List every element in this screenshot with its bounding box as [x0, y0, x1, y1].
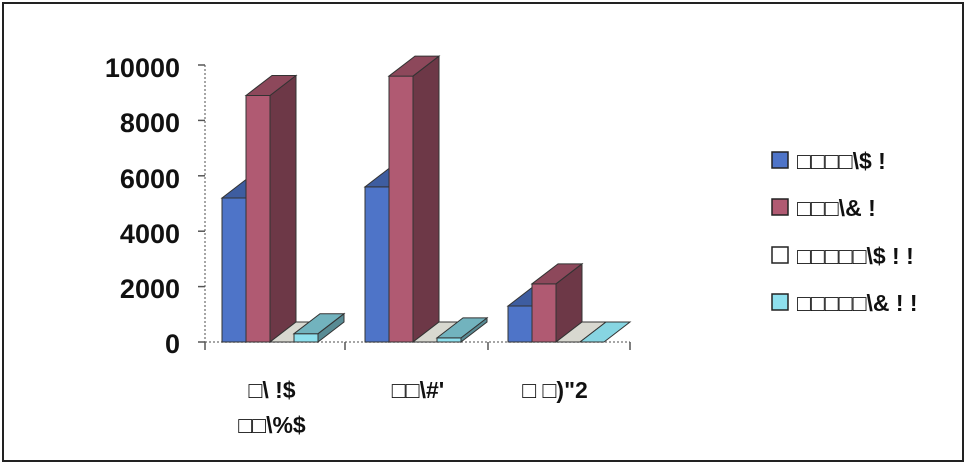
- y-tick-label: 0: [165, 329, 180, 359]
- bar: [292, 312, 346, 344]
- x-axis: □\ !$ □□\%$ □□\#' □ □)"2: [238, 377, 587, 438]
- bar: [530, 262, 584, 344]
- bar: [244, 74, 298, 344]
- x-category-label: □ □)"2: [522, 377, 588, 403]
- y-tick-label: 10000: [105, 53, 180, 83]
- legend-label: □□□□□\& ! !: [797, 290, 918, 316]
- legend-label: □□□□□\$ ! !: [797, 243, 914, 269]
- x-category-label: □□\#': [392, 377, 444, 403]
- legend-swatch: [771, 151, 789, 169]
- y-tick-label: 8000: [120, 108, 180, 138]
- legend-swatch: [771, 246, 789, 264]
- chart-frame: [2, 2, 964, 462]
- legend-swatch: [771, 198, 789, 216]
- y-tick-label: 4000: [120, 219, 180, 249]
- legend-swatch: [771, 293, 789, 311]
- y-tick-label: 2000: [120, 274, 180, 304]
- legend: □□□□\$ ! □□□\& ! □□□□□\$ ! ! □□□□□\& ! !: [771, 148, 918, 316]
- y-axis: 10000 8000 6000 4000 2000 0: [105, 53, 180, 359]
- legend-label: □□□\& !: [797, 195, 876, 221]
- bar: [578, 321, 632, 343]
- legend-label: □□□□\$ !: [797, 148, 886, 174]
- x-category-label: □\ !$ □□\%$: [238, 377, 306, 438]
- bar: [435, 316, 489, 344]
- y-tick-label: 6000: [120, 164, 180, 194]
- bar: [387, 55, 441, 344]
